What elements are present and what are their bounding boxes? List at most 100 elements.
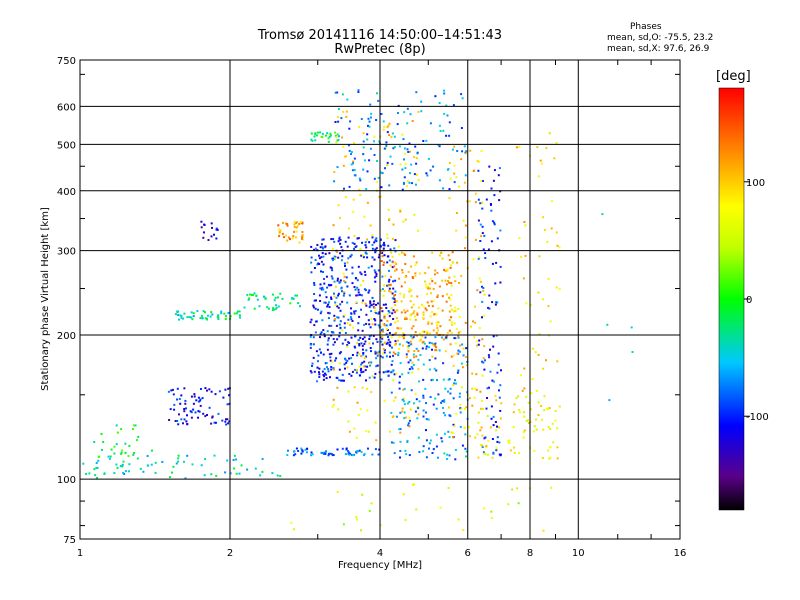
data-point bbox=[446, 334, 449, 337]
data-point bbox=[119, 465, 122, 467]
data-point bbox=[359, 179, 362, 182]
data-point bbox=[293, 230, 296, 233]
data-point bbox=[381, 328, 384, 331]
data-point bbox=[460, 386, 463, 389]
data-point bbox=[498, 441, 501, 444]
data-point bbox=[255, 294, 258, 297]
data-point bbox=[433, 313, 436, 316]
data-point bbox=[273, 299, 276, 302]
data-point bbox=[371, 375, 374, 378]
data-point bbox=[396, 320, 399, 323]
data-point bbox=[334, 285, 337, 288]
data-point bbox=[294, 222, 297, 224]
data-point bbox=[374, 250, 377, 253]
data-point bbox=[376, 354, 379, 357]
data-point bbox=[491, 220, 494, 223]
data-point bbox=[408, 454, 411, 457]
data-point bbox=[334, 121, 337, 123]
data-point bbox=[406, 148, 409, 151]
data-point bbox=[174, 420, 177, 422]
data-point bbox=[445, 104, 448, 107]
colorbar-label: [deg] bbox=[716, 69, 751, 84]
data-point bbox=[279, 475, 282, 477]
data-point bbox=[202, 310, 205, 313]
data-point bbox=[431, 348, 433, 351]
data-point bbox=[391, 416, 394, 419]
data-point bbox=[415, 157, 418, 160]
data-point bbox=[545, 147, 548, 150]
data-point bbox=[406, 402, 409, 405]
data-point bbox=[344, 332, 347, 334]
data-point bbox=[513, 452, 516, 454]
data-point bbox=[355, 245, 358, 248]
data-point bbox=[192, 312, 195, 315]
data-point bbox=[313, 282, 316, 284]
data-point bbox=[472, 320, 474, 323]
data-point bbox=[340, 287, 343, 290]
data-point bbox=[523, 415, 526, 418]
data-point bbox=[246, 468, 249, 471]
data-point bbox=[495, 334, 498, 337]
data-point bbox=[496, 440, 499, 443]
data-point bbox=[392, 309, 395, 312]
data-point bbox=[482, 289, 485, 292]
data-point bbox=[363, 360, 366, 363]
data-point bbox=[225, 418, 227, 421]
data-point bbox=[439, 506, 442, 509]
data-point bbox=[182, 317, 185, 320]
data-point bbox=[361, 386, 364, 389]
data-point bbox=[322, 255, 325, 258]
data-point bbox=[381, 337, 384, 340]
data-point bbox=[424, 272, 427, 275]
data-point bbox=[347, 452, 350, 455]
data-point bbox=[348, 149, 351, 152]
data-point bbox=[385, 141, 388, 144]
data-point bbox=[393, 269, 396, 272]
data-point bbox=[421, 341, 424, 344]
data-point bbox=[339, 279, 342, 282]
data-point bbox=[351, 320, 354, 322]
data-point bbox=[301, 234, 304, 237]
data-point bbox=[556, 427, 559, 430]
data-point bbox=[409, 314, 412, 317]
data-point bbox=[410, 313, 413, 316]
data-point bbox=[377, 176, 380, 179]
data-point bbox=[330, 238, 333, 241]
data-point bbox=[479, 223, 482, 226]
data-point bbox=[439, 130, 442, 132]
data-point bbox=[420, 334, 423, 337]
data-point bbox=[448, 259, 451, 261]
data-point bbox=[337, 294, 340, 297]
data-point bbox=[409, 172, 411, 175]
data-point bbox=[350, 336, 353, 339]
data-point bbox=[515, 146, 518, 149]
data-point bbox=[306, 447, 309, 450]
data-point bbox=[213, 454, 216, 457]
data-point bbox=[201, 317, 204, 320]
data-point bbox=[339, 309, 342, 312]
data-point bbox=[426, 301, 429, 304]
data-point bbox=[348, 342, 351, 344]
data-point bbox=[220, 310, 223, 313]
data-point bbox=[385, 328, 388, 330]
data-point bbox=[177, 460, 180, 463]
data-point bbox=[286, 224, 289, 227]
data-point bbox=[343, 314, 346, 317]
data-point bbox=[411, 337, 414, 340]
data-point bbox=[339, 326, 342, 329]
data-point bbox=[375, 338, 378, 341]
data-point bbox=[538, 333, 541, 336]
data-point bbox=[312, 306, 315, 309]
data-point bbox=[434, 344, 437, 347]
data-point bbox=[432, 403, 435, 406]
data-point bbox=[247, 298, 250, 301]
data-point bbox=[362, 153, 365, 156]
data-point bbox=[438, 124, 441, 127]
data-point bbox=[374, 350, 377, 353]
data-point bbox=[551, 200, 553, 203]
data-point bbox=[407, 424, 410, 427]
data-point bbox=[385, 333, 388, 336]
data-point bbox=[368, 362, 371, 365]
data-point bbox=[465, 150, 468, 153]
data-point bbox=[190, 311, 193, 314]
